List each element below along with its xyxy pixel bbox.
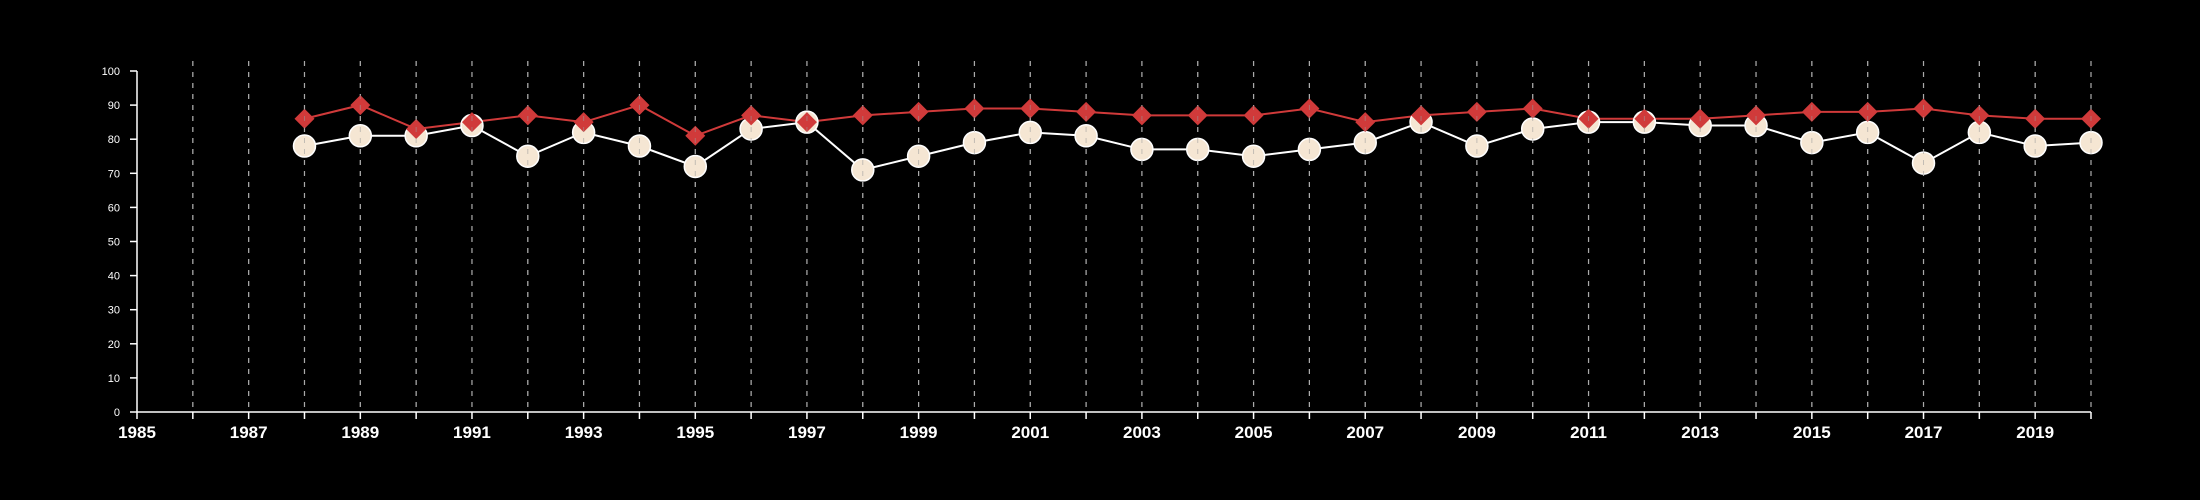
diamond-marker <box>908 101 929 122</box>
x-tick-label: 2019 <box>2016 423 2054 442</box>
circle-marker <box>348 124 373 148</box>
diamond-marker <box>1801 101 1822 122</box>
diamond-marker <box>685 125 706 146</box>
y-tick-label: 0 <box>114 407 120 419</box>
diamond-marker <box>573 112 594 133</box>
x-tick-label: 1997 <box>788 423 826 442</box>
x-tick-label: 1995 <box>676 423 714 442</box>
circle-marker <box>1465 134 1489 158</box>
diamond-marker <box>1411 105 1432 126</box>
x-tick-label: 2017 <box>1905 423 1943 442</box>
y-tick-label: 30 <box>108 305 120 317</box>
circle-marker <box>627 134 652 158</box>
circle-marker <box>516 144 540 168</box>
diamond-marker <box>852 105 873 126</box>
x-tick-label: 2005 <box>1235 423 1273 442</box>
x-tick-label: 2013 <box>1681 423 1719 442</box>
circle-marker <box>2023 134 2047 158</box>
x-tick-label: 2015 <box>1793 423 1831 442</box>
diamond-marker <box>1355 112 1376 133</box>
y-tick-label: 70 <box>108 168 120 180</box>
diamond-marker <box>1857 101 1878 122</box>
x-tick-label: 2003 <box>1123 423 1161 442</box>
diamond-marker <box>1187 105 1208 126</box>
axes <box>130 70 2092 419</box>
data-series <box>192 61 2103 412</box>
circle-marker <box>1241 144 1266 168</box>
circle-marker <box>292 134 317 158</box>
y-tick-label: 20 <box>108 339 120 351</box>
circle-marker <box>1018 120 1043 145</box>
y-tick-label: 10 <box>108 373 120 385</box>
x-tick-label: 1993 <box>565 423 603 442</box>
y-tick-label: 80 <box>108 134 120 146</box>
tick-labels: 0 10 20 30 40 50 60 70 80 90 100 1985 1987 1989 1991 19… <box>102 66 2054 442</box>
circle-marker <box>683 154 708 179</box>
diamond-marker <box>517 105 538 126</box>
x-tick-label: 2009 <box>1458 423 1496 442</box>
x-tick-label: 1999 <box>900 423 938 442</box>
x-tick-label: 1989 <box>341 423 379 442</box>
y-tick-label: 60 <box>108 202 120 214</box>
x-tick-label: 2001 <box>1011 423 1049 442</box>
circle-marker <box>906 144 931 168</box>
y-tick-label: 40 <box>108 271 120 283</box>
circle-marker <box>851 158 875 182</box>
x-tick-label: 1987 <box>230 423 268 442</box>
circle-marker <box>1074 124 1098 148</box>
x-tick-label: 2011 <box>1570 423 1607 442</box>
diamond-marker <box>1466 101 1487 122</box>
diamond-marker <box>1076 101 1097 122</box>
diamond-marker <box>1969 105 1990 126</box>
diamond-marker <box>1746 105 1767 126</box>
y-tick-label: 100 <box>102 66 120 78</box>
x-tick-label: 1991 <box>453 423 491 442</box>
y-tick-label: 50 <box>108 237 120 249</box>
diamond-marker <box>1243 105 1264 126</box>
y-tick-label: 90 <box>108 100 120 112</box>
x-tick-label: 1985 <box>118 423 156 442</box>
diamond-marker <box>461 112 482 133</box>
diamond-marker <box>1131 105 1152 126</box>
x-tick-label: 2007 <box>1346 423 1384 442</box>
diamond-marker <box>741 105 762 126</box>
diamond-marker <box>796 112 817 133</box>
